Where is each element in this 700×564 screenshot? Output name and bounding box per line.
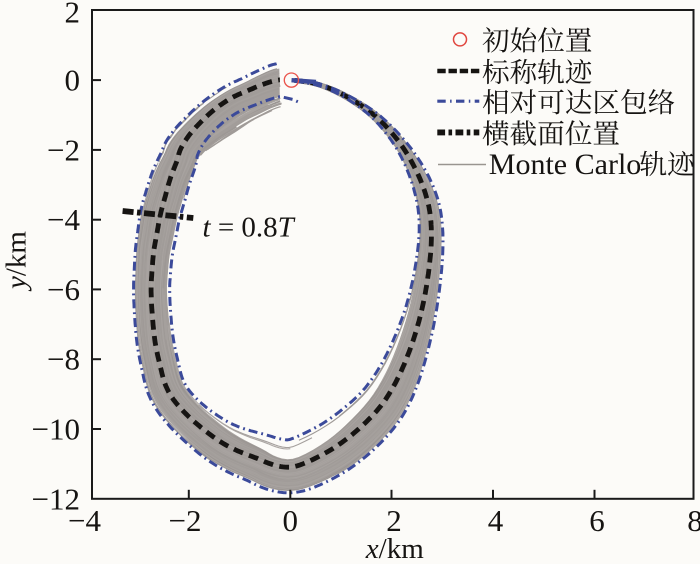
svg-text:−12: −12 xyxy=(32,481,80,516)
svg-text:−10: −10 xyxy=(32,412,80,447)
svg-text:−4: −4 xyxy=(47,202,80,237)
svg-text:8: 8 xyxy=(687,503,700,538)
svg-text:t = 0.8T: t = 0.8T xyxy=(203,212,296,244)
svg-text:0: 0 xyxy=(65,63,81,98)
svg-text:x/km: x/km xyxy=(365,533,424,564)
svg-text:−4: −4 xyxy=(68,503,101,538)
svg-text:4: 4 xyxy=(488,503,504,538)
svg-text:2: 2 xyxy=(386,503,402,538)
svg-text:6: 6 xyxy=(589,503,605,538)
svg-text:2: 2 xyxy=(65,0,81,30)
svg-text:−2: −2 xyxy=(47,132,80,167)
svg-text:Monte Carlo: Monte Carlo xyxy=(489,148,641,181)
svg-text:−8: −8 xyxy=(47,342,80,377)
svg-text:−2: −2 xyxy=(169,503,202,538)
svg-text:y/km: y/km xyxy=(1,231,33,292)
svg-text:0: 0 xyxy=(283,503,299,538)
svg-text:−6: −6 xyxy=(47,272,80,307)
